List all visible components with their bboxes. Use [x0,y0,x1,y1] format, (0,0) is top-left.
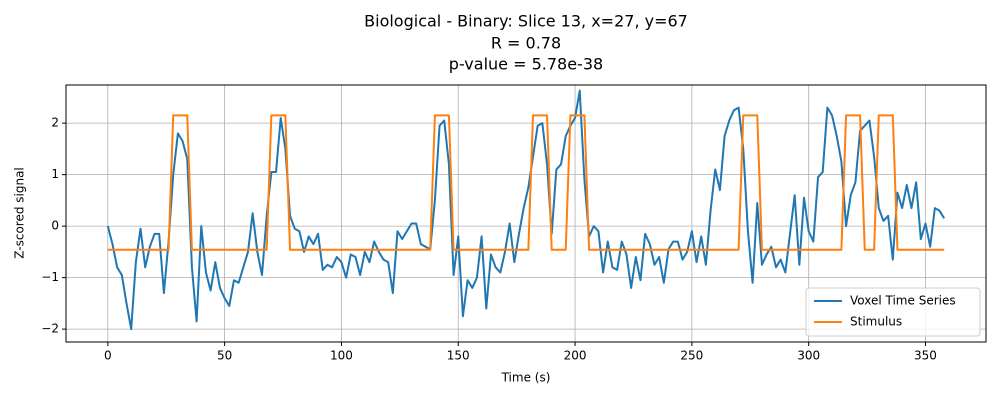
x-tick-label: 350 [914,349,937,363]
data-line [107,114,945,251]
x-axis-label: Time (s) [501,371,551,385]
y-tick-label: 1 [51,167,59,181]
x-tick-label: 50 [217,349,232,363]
legend-label: Stimulus [850,315,902,329]
x-tick-label: 300 [797,349,820,363]
axes-frame [65,84,987,343]
series-group [106,89,946,331]
x-tick-label: 150 [447,349,470,363]
y-tick-label: 0 [51,219,59,233]
y-axis-label: Z-scored signal [13,167,27,259]
legend-label: Voxel Time Series [850,294,956,308]
legend-box [805,287,981,337]
data-line [106,89,946,331]
y-tick-label: −1 [41,270,59,284]
y-tick-label: −2 [41,322,59,336]
chart-annotation: p-value = 5.78e-38 [449,55,603,74]
x-tick-label: 250 [680,349,703,363]
x-tick-label: 0 [104,349,112,363]
x-tick-label: 200 [564,349,587,363]
chart-subtitle: R = 0.78 [491,34,561,53]
y-tick-label: 2 [51,116,59,130]
x-tick-label: 100 [330,349,353,363]
chart-title: Biological - Binary: Slice 13, x=27, y=6… [364,12,688,31]
